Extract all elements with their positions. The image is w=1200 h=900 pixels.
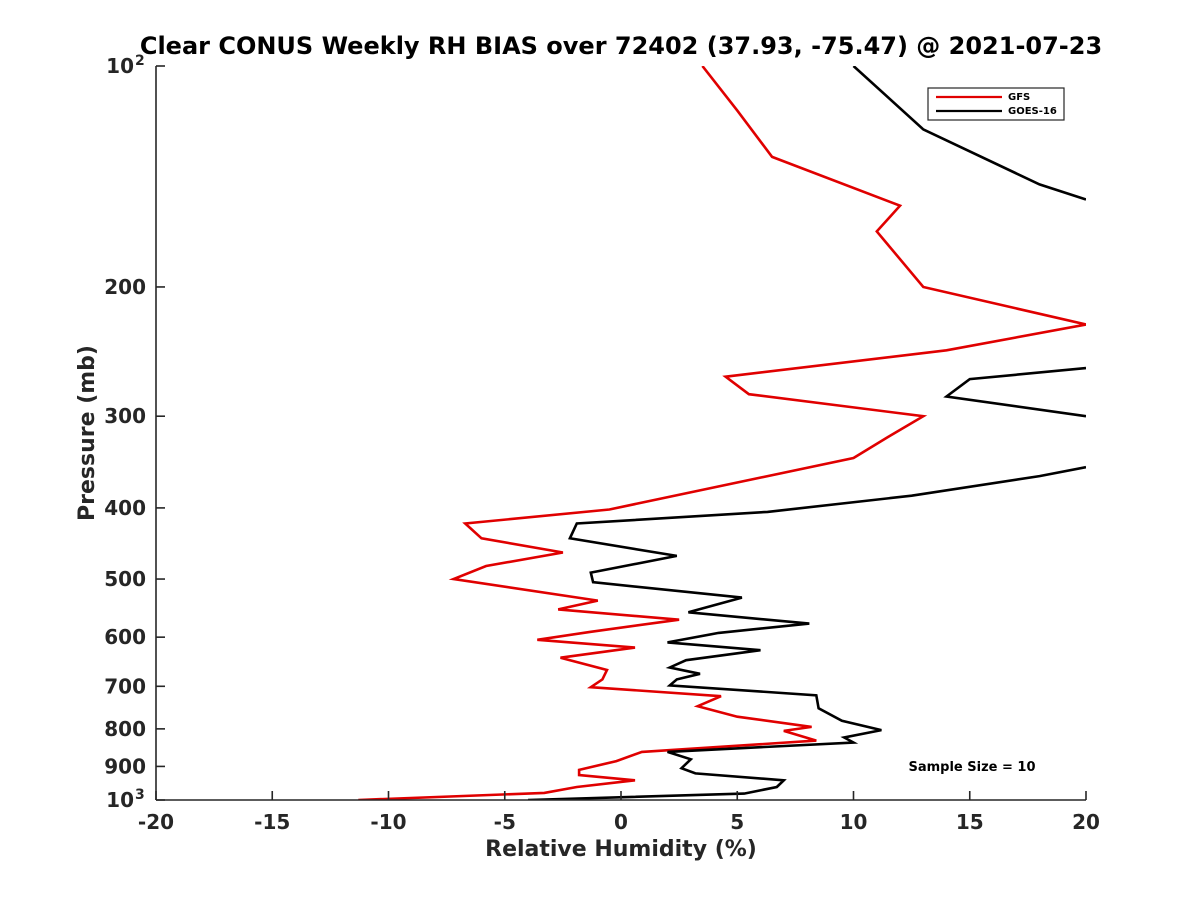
- x-tick-label: -20: [138, 810, 174, 834]
- y-tick-exponent: 2: [135, 53, 145, 69]
- y-tick-label: 900: [104, 754, 146, 778]
- series-line-goes16-0: [852, 66, 1086, 201]
- y-tick-label: 10: [106, 54, 134, 78]
- y-tick-label: 600: [104, 625, 146, 649]
- x-tick-label: -10: [370, 810, 406, 834]
- x-tick-label: 15: [956, 810, 984, 834]
- legend-label-goes16: GOES-16: [1008, 106, 1057, 117]
- y-tick-label: 800: [104, 717, 146, 741]
- x-tick-label: -15: [254, 810, 290, 834]
- x-tick-label: 10: [840, 810, 868, 834]
- x-tick-label: 0: [614, 810, 628, 834]
- series-layer: [358, 66, 1086, 800]
- x-axis-label: Relative Humidity (%): [485, 837, 757, 862]
- sample-size-annotation: Sample Size = 10: [908, 760, 1035, 775]
- legend-box: [927, 87, 1065, 121]
- series-line-goes16-2: [527, 465, 1086, 800]
- y-tick-label: 10: [106, 788, 134, 812]
- series-line-goes16-1: [943, 366, 1086, 418]
- legend: GFS GOES-16: [927, 87, 1065, 121]
- y-tick-label: 300: [104, 404, 146, 428]
- y-tick-label: 500: [104, 567, 146, 591]
- chart-title: Clear CONUS Weekly RH BIAS over 72402 (3…: [140, 32, 1102, 60]
- x-tick-label: 20: [1072, 810, 1100, 834]
- y-tick-label: 700: [104, 674, 146, 698]
- y-axis-label: Pressure (mb): [75, 345, 100, 521]
- series-line-gfs-0: [358, 66, 1086, 800]
- y-tick-label: 400: [104, 496, 146, 520]
- y-tick-label: 200: [104, 275, 146, 299]
- plot-area: [156, 66, 1086, 800]
- y-tick-exponent: 3: [135, 787, 145, 803]
- legend-label-gfs: GFS: [1008, 92, 1030, 103]
- x-tick-label: 5: [730, 810, 744, 834]
- x-tick-label: -5: [494, 810, 516, 834]
